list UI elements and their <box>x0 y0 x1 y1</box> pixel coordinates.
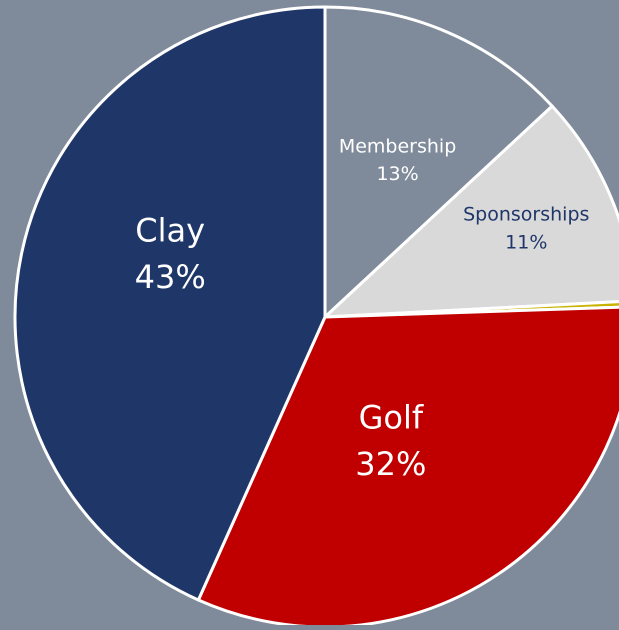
pie-label-name: Golf <box>359 398 424 436</box>
pie-label-golf: Golf 32% <box>355 398 426 482</box>
pie-slice-membership <box>323 5 554 319</box>
pie-slices <box>13 5 619 629</box>
pie-slice-sponsorships <box>323 104 619 319</box>
pie-slice-clay <box>13 5 327 602</box>
pie-slice-golf <box>196 305 619 629</box>
pie-label-name: Membership <box>339 135 456 157</box>
pie-label-name: Sponsorships <box>463 204 589 226</box>
pie-label-percent: 32% <box>355 445 426 483</box>
pie-label-name: Clay <box>135 212 205 250</box>
pie-label-sponsorships: Sponsorships 11% <box>463 204 589 254</box>
pie-label-percent: 11% <box>505 231 547 253</box>
pie-labels: Membership 13% Sponsorships 11% Golf 32% Clay 4… <box>135 135 590 482</box>
pie-label-percent: 13% <box>376 163 418 185</box>
pie-label-membership: Membership 13% <box>339 135 456 185</box>
pie-label-clay: Clay 43% <box>135 212 206 296</box>
pie-label-percent: 43% <box>135 258 206 296</box>
